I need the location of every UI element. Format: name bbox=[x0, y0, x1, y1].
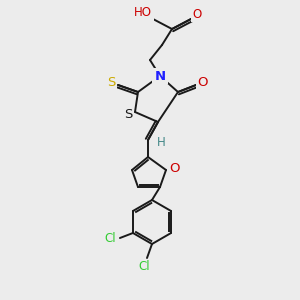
Text: HO: HO bbox=[134, 7, 152, 20]
Text: N: N bbox=[154, 70, 166, 83]
Text: Cl: Cl bbox=[104, 232, 116, 245]
Text: O: O bbox=[198, 76, 208, 89]
Text: Cl: Cl bbox=[138, 260, 150, 274]
Text: O: O bbox=[192, 8, 202, 20]
Text: H: H bbox=[157, 136, 165, 149]
Text: O: O bbox=[169, 161, 179, 175]
Text: S: S bbox=[107, 76, 115, 89]
Text: S: S bbox=[124, 107, 132, 121]
